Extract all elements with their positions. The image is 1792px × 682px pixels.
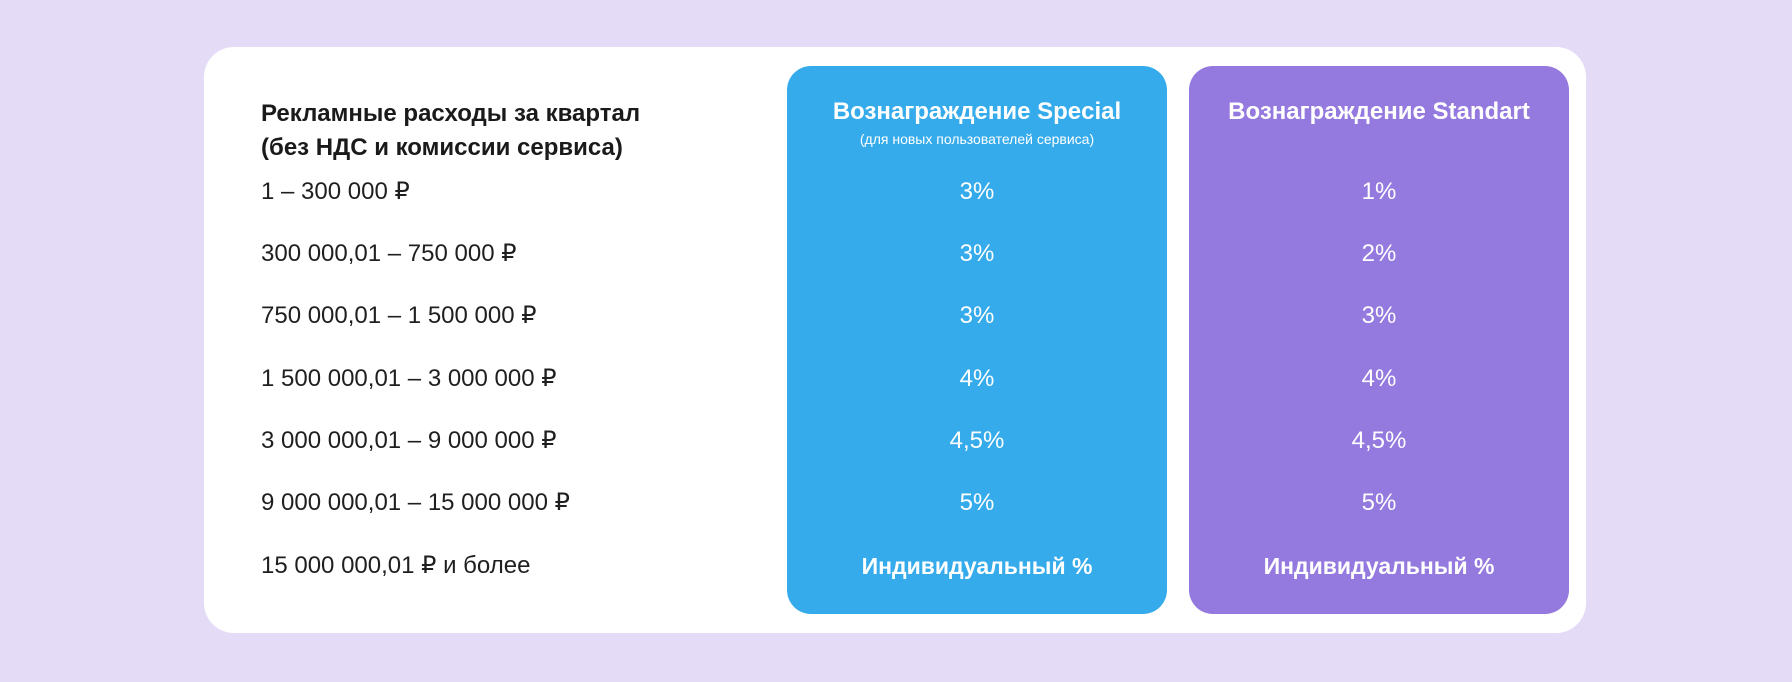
special-reward-value: 4% <box>959 365 995 392</box>
spend-header-line-1: Рекламные расходы за квартал <box>261 100 641 127</box>
standart-reward-value: 3% <box>1361 302 1397 329</box>
standart-reward-column: Вознаграждение Standart 1% 2% 3% 4% 4,5%… <box>1189 66 1569 614</box>
special-reward-title: Вознаграждение Special <box>832 98 1122 125</box>
spend-range-row: 1 – 300 000 ₽ <box>261 178 410 205</box>
standart-reward-value: 5% <box>1361 489 1397 516</box>
standart-reward-value: Индивидуальный % <box>1263 553 1495 579</box>
spend-range-row: 1 500 000,01 – 3 000 000 ₽ <box>261 365 557 392</box>
special-reward-value: 4,5% <box>949 427 1005 454</box>
special-reward-subtitle: (для новых пользователей сервиса) <box>859 131 1095 147</box>
standart-reward-value: 2% <box>1361 240 1397 267</box>
spend-range-row: 750 000,01 – 1 500 000 ₽ <box>261 302 537 329</box>
spend-range-row: 3 000 000,01 – 9 000 000 ₽ <box>261 427 557 454</box>
standart-reward-title: Вознаграждение Standart <box>1228 98 1530 125</box>
special-reward-column: Вознаграждение Special (для новых пользо… <box>787 66 1167 614</box>
special-reward-value: Индивидуальный % <box>861 553 1093 579</box>
special-reward-value: 3% <box>959 302 995 329</box>
special-reward-value: 5% <box>959 489 995 516</box>
spend-range-row: 9 000 000,01 – 15 000 000 ₽ <box>261 489 570 516</box>
spend-range-row: 15 000 000,01 ₽ и более <box>261 552 531 579</box>
special-reward-value: 3% <box>959 240 995 267</box>
standart-reward-value: 1% <box>1361 178 1397 205</box>
spend-ranges-header: Рекламные расходы за квартал (без НДС и … <box>261 97 640 165</box>
spend-ranges-column: Рекламные расходы за квартал (без НДС и … <box>261 47 761 633</box>
spend-header-line-2: (без НДС и комиссии сервиса) <box>261 134 623 161</box>
standart-reward-value: 4,5% <box>1351 427 1407 454</box>
spend-range-row: 300 000,01 – 750 000 ₽ <box>261 240 517 267</box>
rewards-table-card: Рекламные расходы за квартал (без НДС и … <box>204 47 1586 633</box>
special-reward-value: 3% <box>959 178 995 205</box>
standart-reward-value: 4% <box>1361 365 1397 392</box>
